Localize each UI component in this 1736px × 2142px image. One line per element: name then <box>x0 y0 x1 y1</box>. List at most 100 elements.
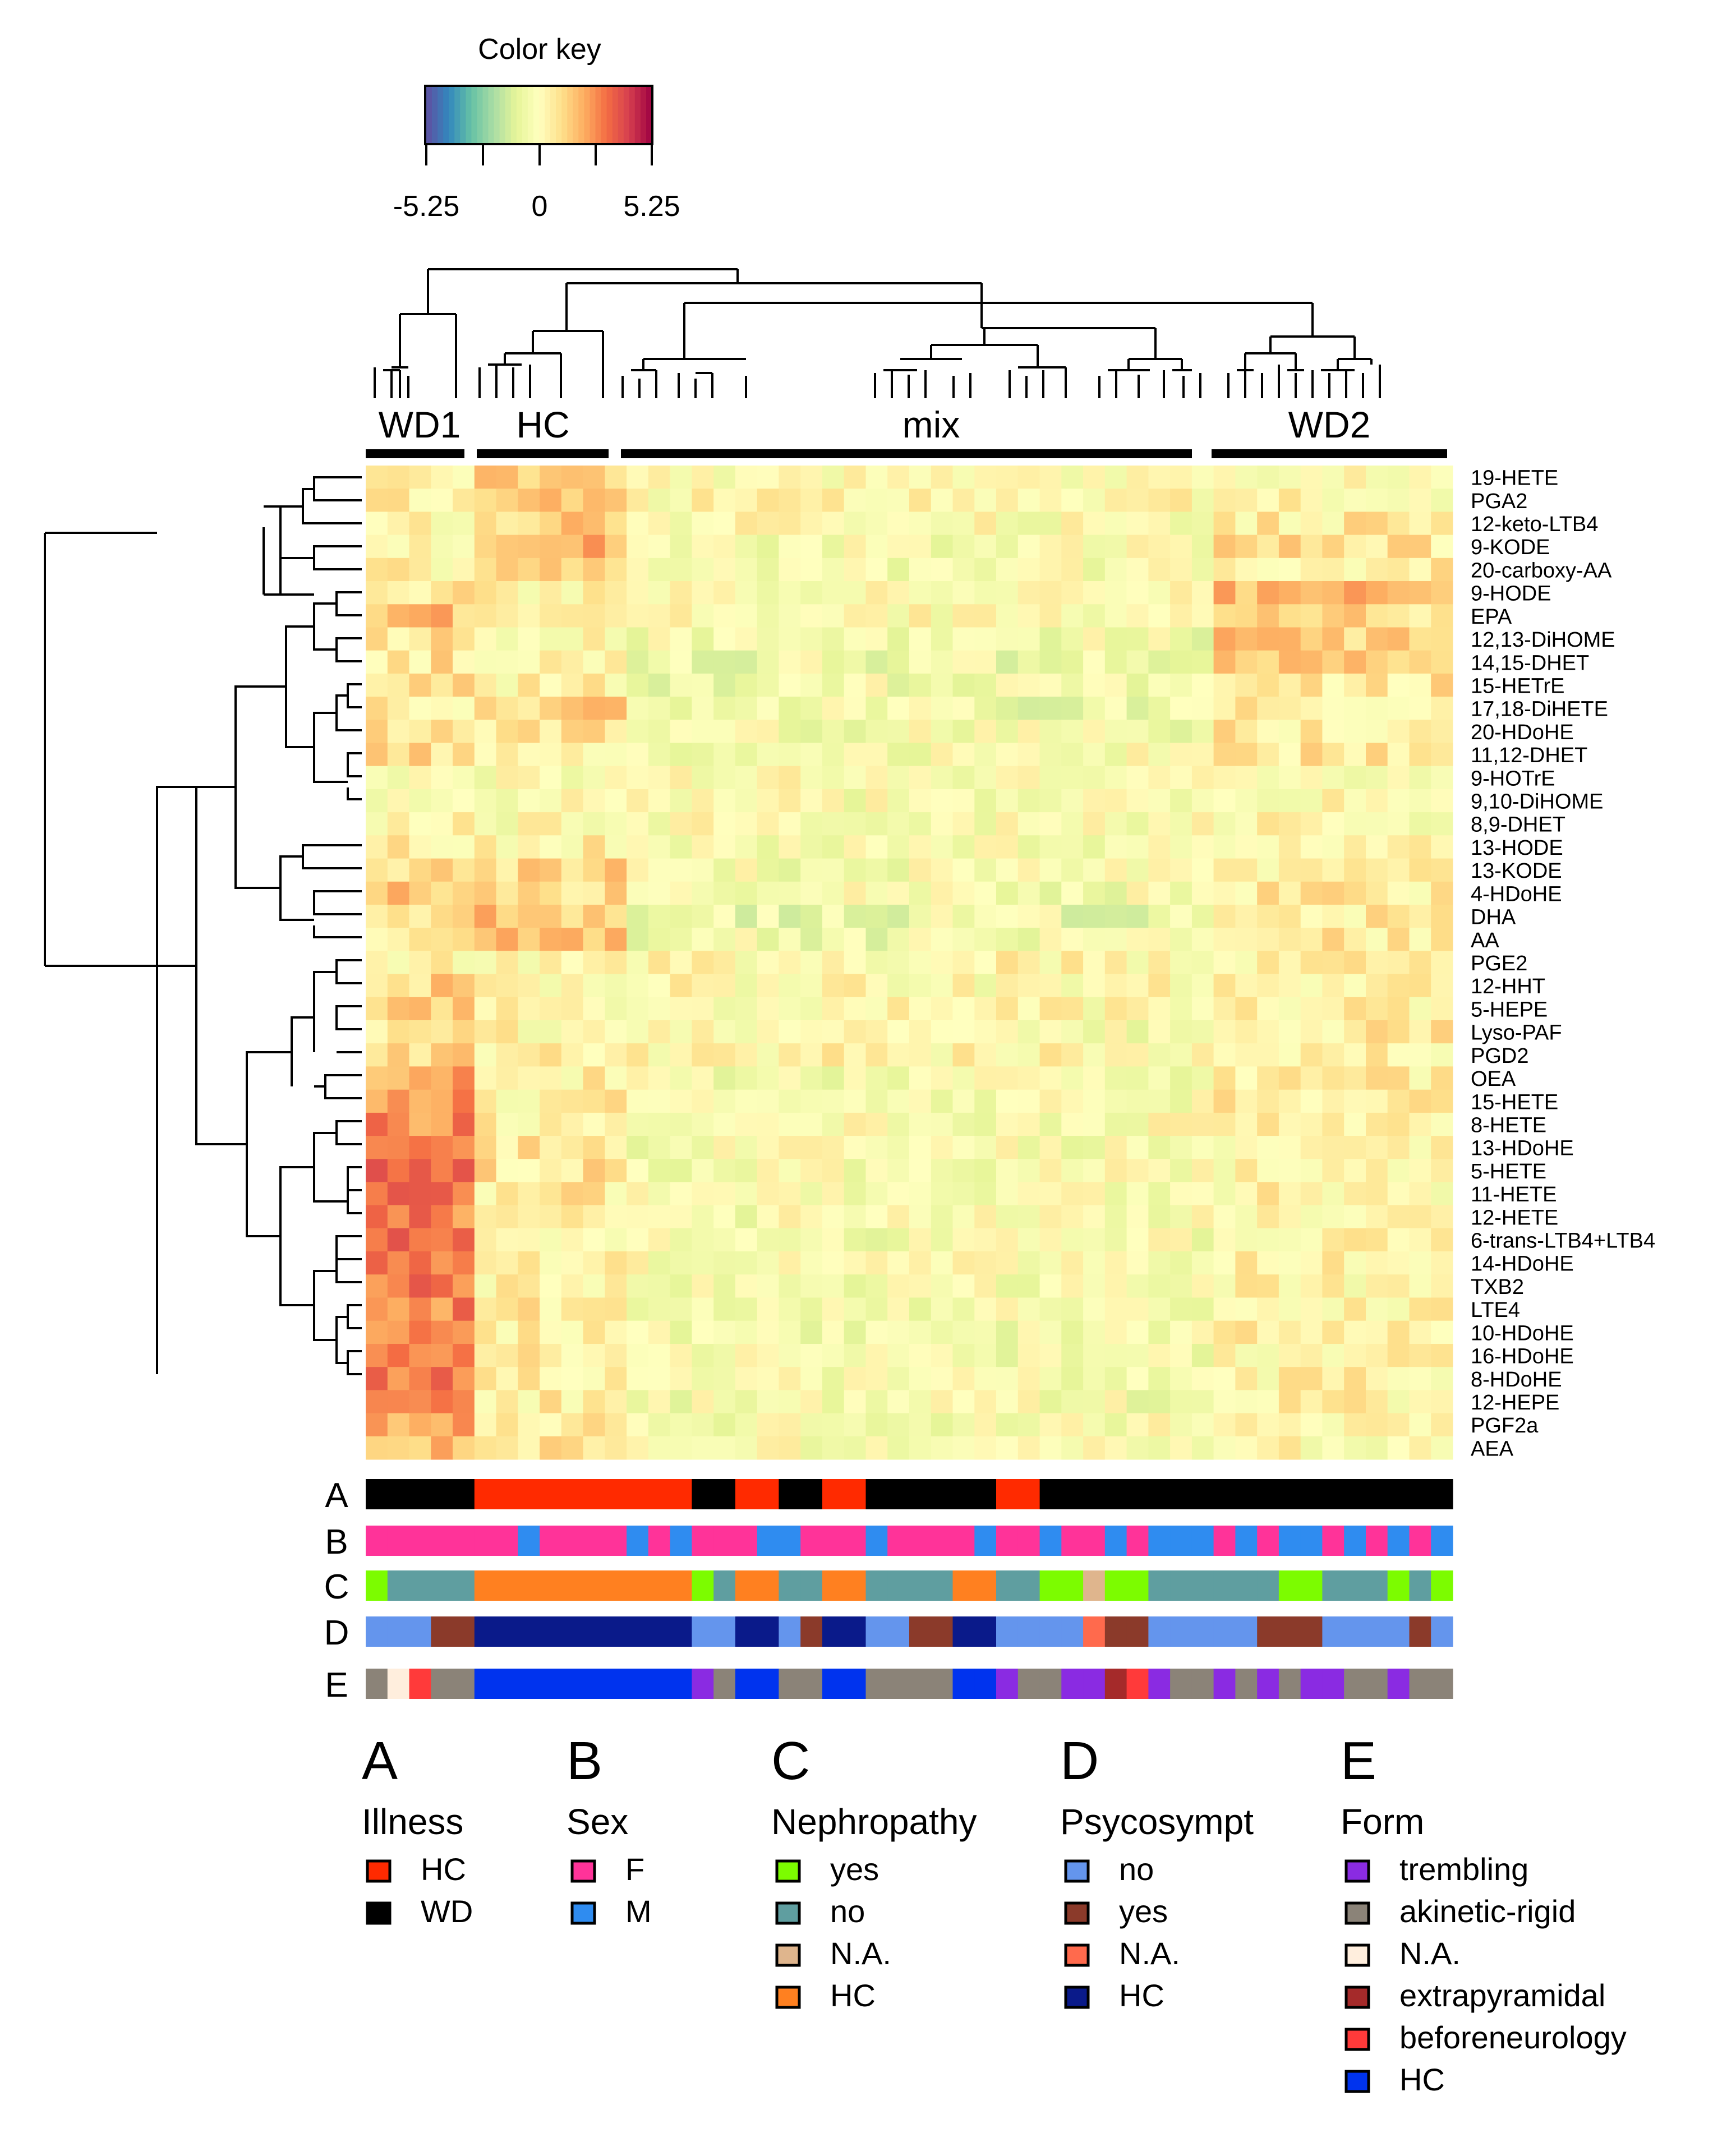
heatmap-cell <box>1409 743 1431 767</box>
heatmap-cell <box>822 1344 845 1367</box>
annotation-cell-c <box>1104 1570 1127 1601</box>
heatmap-cell <box>1213 1205 1236 1229</box>
heatmap-cell <box>1213 974 1236 998</box>
heatmap-cell <box>648 1344 671 1367</box>
heatmap-cell <box>974 905 997 928</box>
cluster-label-mix: mix <box>902 404 960 445</box>
heatmap-cell <box>453 627 475 651</box>
heatmap-cell <box>670 1297 692 1321</box>
heatmap-cell <box>540 512 562 536</box>
heatmap-cell <box>909 1089 932 1113</box>
heatmap-cell <box>1061 1182 1084 1206</box>
heatmap-cell <box>974 1205 997 1229</box>
heatmap-cell <box>1083 697 1106 720</box>
heatmap-cell <box>952 951 975 975</box>
cluster-bar-mix <box>621 449 1192 458</box>
heatmap-cell <box>779 974 801 998</box>
heatmap-cell <box>779 627 801 651</box>
heatmap-cell <box>1278 466 1301 489</box>
heatmap-cell <box>887 1320 910 1344</box>
annotation-cell-d <box>1170 1616 1192 1647</box>
heatmap-cell <box>583 1274 605 1298</box>
heatmap-cell <box>1431 835 1453 859</box>
heatmap-cell <box>692 905 714 928</box>
annotation-cell-e <box>974 1669 997 1699</box>
heatmap-cell <box>1191 1136 1214 1159</box>
heatmap-cell <box>1213 1089 1236 1113</box>
row-label: 9,10-DiHOME <box>1471 790 1604 814</box>
heatmap-cell <box>605 673 627 697</box>
heatmap-cell <box>822 974 845 998</box>
heatmap-cell <box>409 1274 431 1298</box>
heatmap-cell <box>1409 1205 1431 1229</box>
heatmap-cell <box>453 535 475 559</box>
heatmap-cell <box>1257 835 1279 859</box>
annotation-cell-b <box>496 1526 518 1556</box>
heatmap-cell <box>887 581 910 605</box>
heatmap-cell <box>605 766 627 790</box>
heatmap-cell <box>952 881 975 905</box>
heatmap-cell <box>1126 1089 1149 1113</box>
heatmap-cell <box>865 812 888 836</box>
heatmap-cell <box>1104 1274 1127 1298</box>
annotation-cell-e <box>627 1669 649 1699</box>
heatmap-cell <box>974 812 997 836</box>
heatmap-cell <box>757 1274 779 1298</box>
heatmap-cell <box>800 1436 823 1460</box>
heatmap-cell <box>931 1413 954 1437</box>
heatmap-cell <box>1126 1320 1149 1344</box>
heatmap-cell <box>713 581 736 605</box>
annotation-cell-b <box>931 1526 954 1556</box>
heatmap-cell <box>627 928 649 951</box>
heatmap-cell <box>865 1159 888 1182</box>
heatmap-cell <box>561 1159 584 1182</box>
heatmap-cell <box>1409 928 1431 951</box>
heatmap-cell <box>974 1390 997 1414</box>
heatmap-cell <box>1300 720 1323 743</box>
heatmap-cell <box>844 1159 866 1182</box>
heatmap-cell <box>1083 1066 1106 1090</box>
heatmap-cell <box>474 489 497 512</box>
heatmap-cell <box>1104 974 1127 998</box>
heatmap-cell <box>1191 835 1214 859</box>
heatmap-cell <box>1387 858 1410 882</box>
heatmap-cell <box>431 951 453 975</box>
annotation-cell-e <box>779 1669 801 1699</box>
heatmap-cell <box>1278 1205 1301 1229</box>
heatmap-cell <box>996 812 1019 836</box>
heatmap-cell <box>735 1320 758 1344</box>
heatmap-cell <box>1278 1320 1301 1344</box>
heatmap-cell <box>605 1205 627 1229</box>
heatmap-cell <box>670 1320 692 1344</box>
heatmap-cell <box>974 1344 997 1367</box>
heatmap-cell <box>800 1297 823 1321</box>
heatmap-cell <box>1387 1205 1410 1229</box>
heatmap-cell <box>1213 1112 1236 1136</box>
heatmap-cell <box>561 697 584 720</box>
heatmap-cell <box>974 881 997 905</box>
heatmap-cell <box>496 858 518 882</box>
heatmap-cell <box>1126 1390 1149 1414</box>
heatmap-cell <box>583 466 605 489</box>
color-key-swatch <box>623 87 630 143</box>
heatmap-cell <box>496 997 518 1021</box>
heatmap-cell <box>800 997 823 1021</box>
heatmap-cell <box>974 512 997 536</box>
heatmap-cell <box>996 974 1019 998</box>
heatmap-cell <box>1126 604 1149 628</box>
heatmap-cell <box>431 1228 453 1252</box>
annotation-cell-d <box>648 1616 671 1647</box>
heatmap-cell <box>670 535 692 559</box>
heatmap-cell <box>1061 697 1084 720</box>
heatmap-cell <box>496 720 518 743</box>
heatmap-cell <box>1017 812 1040 836</box>
heatmap-cell <box>887 558 910 582</box>
heatmap-cell <box>409 1367 431 1390</box>
heatmap-cell <box>561 812 584 836</box>
annotation-cell-a <box>1017 1479 1040 1509</box>
heatmap-cell <box>648 1390 671 1414</box>
heatmap-cell <box>1344 1413 1366 1437</box>
heatmap-cell <box>757 1136 779 1159</box>
heatmap-cell <box>1409 489 1431 512</box>
heatmap-cell <box>583 1205 605 1229</box>
